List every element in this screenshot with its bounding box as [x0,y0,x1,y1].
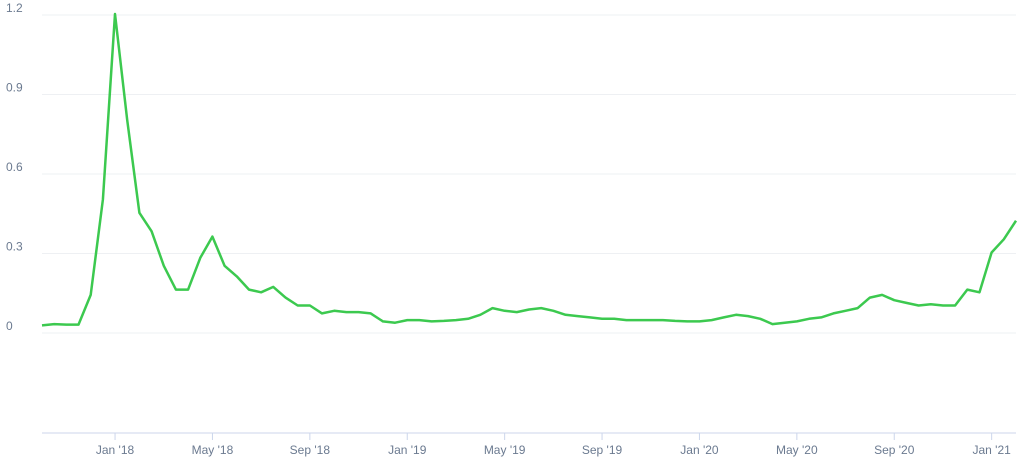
x-tick-label: Jan '19 [388,443,427,457]
x-tick-label: Jan '20 [680,443,719,457]
x-tick-label: Sep '19 [582,443,623,457]
x-tick-label: Sep '18 [290,443,331,457]
y-tick-label: 0.3 [6,240,23,254]
x-tick-label: May '18 [192,443,234,457]
y-tick-label: 0.6 [6,160,23,174]
x-tick-label: May '19 [484,443,526,457]
x-tick-label: Jan '21 [972,443,1011,457]
x-tick-label: Jan '18 [96,443,135,457]
y-tick-label: 0 [6,319,13,333]
x-tick-label: Sep '20 [874,443,915,457]
price-line [41,12,1018,327]
y-tick-label: 1.2 [6,1,23,15]
x-tick-label: May '20 [776,443,818,457]
y-tick-label: 0.9 [6,81,23,95]
